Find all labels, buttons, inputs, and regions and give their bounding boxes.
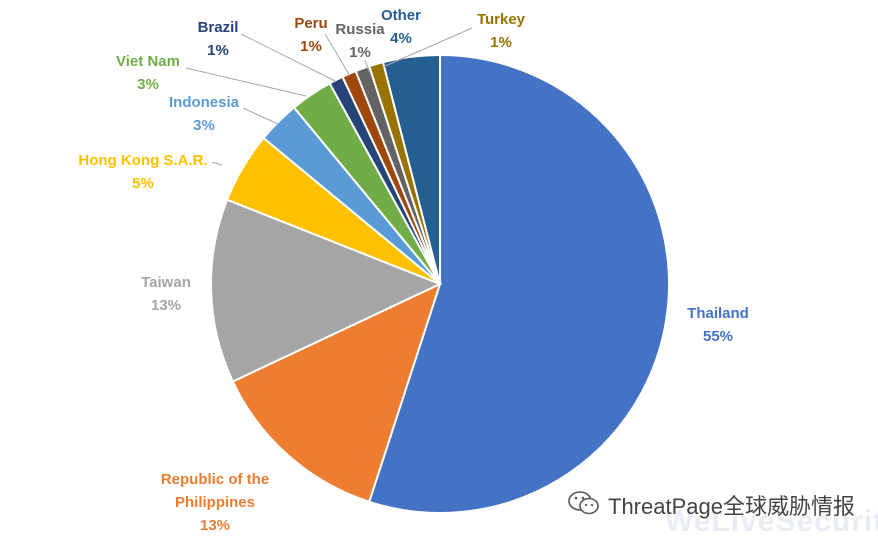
data-label-value: 3% [193, 117, 215, 134]
leader-line [242, 107, 279, 125]
data-label-name: Hong Kong S.A.R. [78, 152, 207, 169]
data-label-name: Thailand [687, 305, 749, 322]
leader-line [382, 27, 473, 68]
data-label-value: 1% [349, 44, 371, 61]
data-label-hong-kong-s-a-r-: Hong Kong S.A.R. 5% [78, 152, 207, 192]
data-label-name: Turkey [477, 11, 526, 28]
data-label-name: Indonesia [169, 94, 240, 111]
watermark-text: ThreatPage全球威胁情报 [608, 494, 855, 519]
data-label-name: Philippines [175, 494, 255, 511]
data-label-name: Other [381, 7, 421, 24]
data-label-name: Russia [335, 21, 385, 38]
data-label-republic-of-the-philippines: Republic of the Philippines 13% [161, 471, 269, 534]
leader-line [185, 67, 307, 97]
data-label-value: 13% [200, 517, 230, 534]
data-label-turkey: Turkey 1% [477, 11, 526, 51]
data-label-value: 1% [300, 38, 322, 55]
data-label-value: 1% [207, 42, 229, 59]
wechat-icon [568, 491, 599, 515]
data-label-taiwan: Taiwan 13% [141, 274, 191, 314]
data-label-name: Taiwan [141, 274, 191, 291]
data-label-value: 13% [151, 297, 181, 314]
pie-slice-thailand [367, 53, 670, 514]
leader-line [324, 33, 351, 77]
pie-slice-taiwan [210, 198, 443, 383]
data-label-brazil: Brazil 1% [198, 19, 239, 59]
watermark-faint-text: WeLiveSecurity [665, 505, 878, 538]
data-label-viet-nam: Viet Nam 3% [116, 53, 180, 93]
data-label-indonesia: Indonesia 3% [169, 94, 240, 134]
data-label-name: Brazil [198, 19, 239, 36]
data-label-peru: Peru 1% [294, 15, 327, 55]
pie-slice-republic-of-the-philippines [231, 282, 442, 504]
leader-line [364, 59, 370, 73]
data-label-name: Republic of the [161, 471, 269, 488]
data-label-value: 4% [390, 30, 412, 47]
data-label-other: Other 4% [381, 7, 421, 47]
data-label-name: Peru [294, 15, 327, 32]
data-label-value: 3% [137, 76, 159, 93]
pie-slice-other [381, 53, 441, 285]
data-label-value: 1% [490, 34, 512, 51]
data-label-value: 55% [703, 328, 733, 345]
data-label-name: Viet Nam [116, 53, 180, 70]
data-label-value: 5% [132, 175, 154, 192]
data-label-thailand: Thailand 55% [687, 305, 749, 345]
data-label-russia: Russia 1% [335, 21, 385, 61]
leader-line [240, 33, 336, 82]
leader-line [211, 161, 223, 166]
